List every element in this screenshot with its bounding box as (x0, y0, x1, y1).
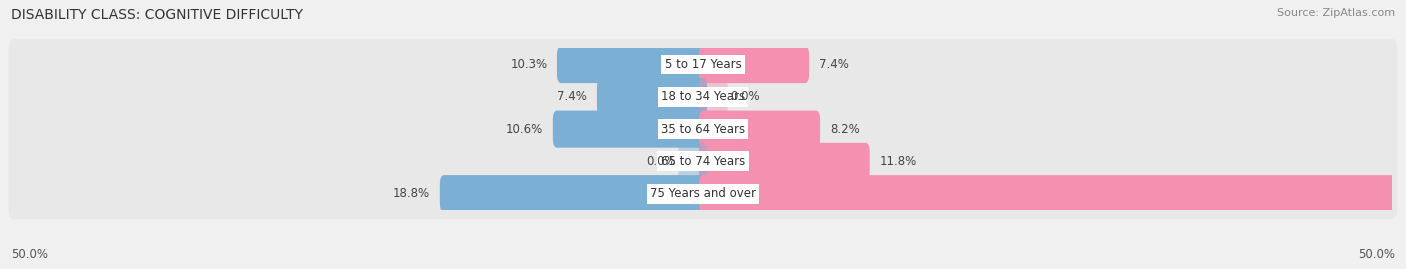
FancyBboxPatch shape (699, 143, 870, 180)
FancyBboxPatch shape (8, 136, 1398, 187)
Text: 35 to 64 Years: 35 to 64 Years (661, 123, 745, 136)
FancyBboxPatch shape (598, 78, 707, 115)
Legend: Male, Female: Male, Female (636, 266, 770, 269)
Text: 18.8%: 18.8% (394, 187, 430, 200)
Text: 8.2%: 8.2% (830, 123, 859, 136)
Text: 0.0%: 0.0% (645, 155, 675, 168)
Text: DISABILITY CLASS: COGNITIVE DIFFICULTY: DISABILITY CLASS: COGNITIVE DIFFICULTY (11, 8, 304, 22)
Text: Source: ZipAtlas.com: Source: ZipAtlas.com (1277, 8, 1395, 18)
Text: 7.4%: 7.4% (818, 58, 849, 71)
Text: 11.8%: 11.8% (879, 155, 917, 168)
Text: 10.6%: 10.6% (506, 123, 543, 136)
Text: 50.0%: 50.0% (11, 248, 48, 261)
FancyBboxPatch shape (8, 39, 1398, 90)
Text: 75 Years and over: 75 Years and over (650, 187, 756, 200)
FancyBboxPatch shape (557, 46, 707, 83)
FancyBboxPatch shape (8, 168, 1398, 219)
FancyBboxPatch shape (8, 71, 1398, 122)
Text: 18 to 34 Years: 18 to 34 Years (661, 90, 745, 103)
FancyBboxPatch shape (440, 175, 707, 212)
FancyBboxPatch shape (699, 175, 1396, 212)
FancyBboxPatch shape (699, 111, 820, 148)
Text: 0.0%: 0.0% (731, 90, 761, 103)
FancyBboxPatch shape (699, 78, 728, 115)
FancyBboxPatch shape (699, 46, 808, 83)
FancyBboxPatch shape (678, 143, 707, 180)
Text: 7.4%: 7.4% (557, 90, 588, 103)
Text: 10.3%: 10.3% (510, 58, 547, 71)
Text: 5 to 17 Years: 5 to 17 Years (665, 58, 741, 71)
FancyBboxPatch shape (553, 111, 707, 148)
Text: 65 to 74 Years: 65 to 74 Years (661, 155, 745, 168)
FancyBboxPatch shape (8, 104, 1398, 155)
Text: 50.0%: 50.0% (1358, 248, 1395, 261)
